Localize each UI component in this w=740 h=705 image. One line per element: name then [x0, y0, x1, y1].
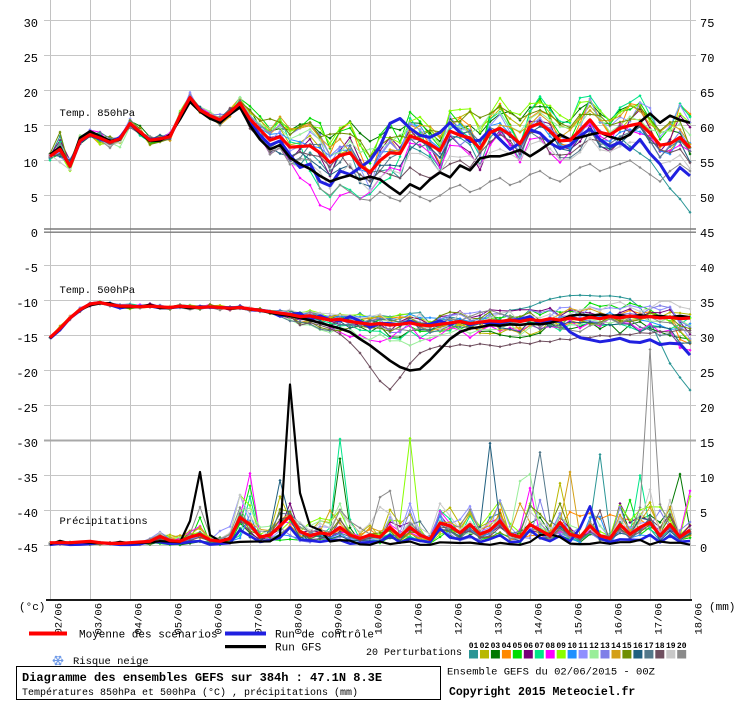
svg-text:-15: -15 — [16, 332, 38, 346]
svg-text:-25: -25 — [16, 402, 38, 416]
svg-text:-30: -30 — [16, 437, 38, 451]
svg-text:35: 35 — [700, 297, 714, 311]
svg-text:15: 15 — [24, 122, 38, 136]
svg-text:12/06: 12/06 — [454, 603, 466, 635]
svg-text:17/06: 17/06 — [654, 603, 666, 635]
svg-text:60: 60 — [700, 122, 714, 136]
svg-text:10: 10 — [24, 157, 38, 171]
svg-text:(mm): (mm) — [709, 602, 735, 614]
svg-text:05/06: 05/06 — [174, 603, 186, 635]
svg-text:30: 30 — [24, 17, 38, 31]
svg-text:0: 0 — [31, 227, 38, 241]
svg-text:04: 04 — [502, 642, 512, 651]
svg-text:Run de contrôle: Run de contrôle — [275, 630, 374, 642]
svg-text:04/06: 04/06 — [134, 603, 146, 635]
svg-text:20: 20 — [677, 642, 687, 651]
svg-text:-10: -10 — [16, 297, 38, 311]
svg-text:25: 25 — [700, 367, 714, 381]
svg-text:50: 50 — [700, 192, 714, 206]
svg-text:10: 10 — [700, 472, 714, 486]
svg-text:14: 14 — [611, 642, 621, 651]
svg-text:08/06: 08/06 — [294, 603, 306, 635]
svg-text:08: 08 — [545, 642, 555, 651]
svg-text:Moyenne des scénarios: Moyenne des scénarios — [79, 630, 218, 642]
svg-text:06: 06 — [523, 642, 533, 651]
svg-text:10: 10 — [567, 642, 577, 651]
svg-text:10/06: 10/06 — [374, 603, 386, 635]
svg-text:07/06: 07/06 — [254, 603, 266, 635]
svg-text:06/06: 06/06 — [214, 603, 226, 635]
svg-text:11: 11 — [578, 642, 588, 651]
svg-text:-5: -5 — [24, 262, 38, 276]
svg-text:Copyright 2015 Meteociel.fr: Copyright 2015 Meteociel.fr — [449, 686, 635, 699]
svg-text:15: 15 — [700, 437, 714, 451]
svg-text:-45: -45 — [16, 542, 38, 556]
svg-text:20 Perturbations: 20 Perturbations — [366, 647, 462, 659]
svg-text:05: 05 — [513, 642, 523, 651]
svg-text:19: 19 — [666, 642, 676, 651]
svg-text:-35: -35 — [16, 472, 38, 486]
svg-text:Ensemble GEFS du 02/06/2015 -: Ensemble GEFS du 02/06/2015 - 00Z — [447, 667, 655, 679]
svg-text:03: 03 — [491, 642, 501, 651]
svg-text:13: 13 — [600, 642, 610, 651]
svg-text:55: 55 — [700, 157, 714, 171]
svg-text:Temp. 500hPa: Temp. 500hPa — [60, 285, 136, 297]
svg-text:Précipitations: Précipitations — [60, 516, 148, 528]
svg-text:17: 17 — [644, 642, 654, 651]
svg-text:20: 20 — [24, 87, 38, 101]
svg-text:16/06: 16/06 — [614, 603, 626, 635]
svg-text:-20: -20 — [16, 367, 38, 381]
svg-text:40: 40 — [700, 262, 714, 276]
svg-text:15: 15 — [622, 642, 632, 651]
svg-text:02: 02 — [480, 642, 490, 651]
svg-text:18/06: 18/06 — [694, 603, 706, 635]
svg-text:03/06: 03/06 — [94, 603, 106, 635]
svg-text:13/06: 13/06 — [494, 603, 506, 635]
svg-text:09/06: 09/06 — [334, 603, 346, 635]
svg-text:5: 5 — [31, 192, 38, 206]
svg-text:Run GFS: Run GFS — [275, 643, 322, 655]
svg-text:25: 25 — [24, 52, 38, 66]
svg-text:01: 01 — [469, 642, 479, 651]
svg-text:30: 30 — [700, 332, 714, 346]
svg-text:20: 20 — [700, 402, 714, 416]
svg-text:Temp. 850hPa: Temp. 850hPa — [60, 108, 136, 120]
svg-text:-40: -40 — [16, 507, 38, 521]
svg-text:Températures 850hPa et 500hPa: Températures 850hPa et 500hPa (°C) , pré… — [22, 687, 358, 699]
svg-text:09: 09 — [556, 642, 566, 651]
svg-text:16: 16 — [633, 642, 643, 651]
svg-text:14/06: 14/06 — [534, 603, 546, 635]
svg-text:65: 65 — [700, 87, 714, 101]
svg-text:75: 75 — [700, 17, 714, 31]
svg-text:5: 5 — [700, 507, 707, 521]
svg-text:15/06: 15/06 — [574, 603, 586, 635]
svg-text:70: 70 — [700, 52, 714, 66]
svg-text:0: 0 — [700, 542, 707, 556]
svg-text:45: 45 — [700, 227, 714, 241]
svg-text:Risque neige: Risque neige — [73, 656, 149, 668]
svg-text:07: 07 — [534, 642, 544, 651]
svg-text:(°c): (°c) — [19, 602, 45, 614]
svg-text:Diagramme des ensembles GEFS s: Diagramme des ensembles GEFS sur 384h : … — [22, 671, 382, 685]
svg-text:18: 18 — [655, 642, 665, 651]
svg-text:11/06: 11/06 — [414, 603, 426, 635]
svg-text:12: 12 — [589, 642, 599, 651]
svg-text:02/06: 02/06 — [54, 603, 66, 635]
